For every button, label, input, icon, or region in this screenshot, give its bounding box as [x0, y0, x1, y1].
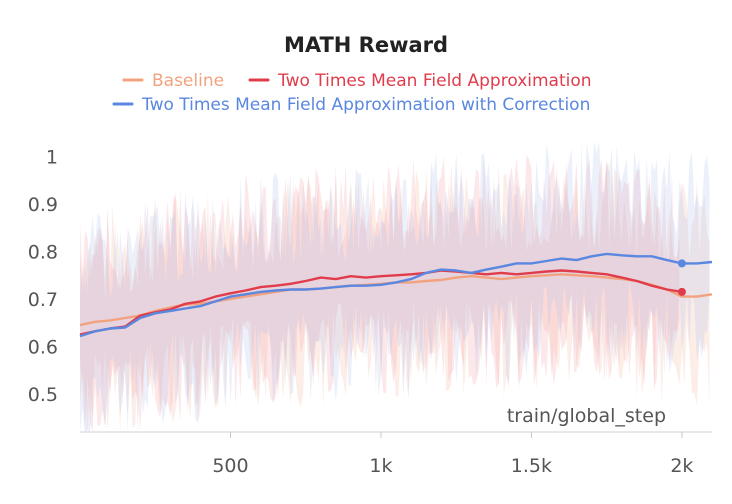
line-two-times-mean-field-approximation-with-correction: [79, 252, 713, 338]
series-lines: [79, 252, 713, 338]
legend-label-mean-field-correction: Two Times Mean Field Approximation with …: [141, 95, 590, 115]
x-axis-ticks: 500 1k 1.5k 2k: [212, 432, 693, 477]
chart-title: MATH Reward: [284, 33, 448, 57]
legend-label-mean-field: Two Times Mean Field Approximation: [277, 71, 592, 91]
x-tick-label: 1.5k: [511, 455, 552, 477]
y-tick-label: 0.6: [28, 337, 58, 359]
y-tick-label: 0.8: [28, 242, 58, 264]
y-tick-label: 0.9: [28, 194, 58, 216]
end-point-two-times-mean-field-approximation-with-correction: [677, 259, 686, 268]
y-tick-label: 1: [46, 147, 58, 169]
end-point-two-times-mean-field-approximation: [677, 287, 686, 296]
x-tick-label: 2k: [670, 455, 693, 477]
y-axis-ticks: 0.5 0.6 0.7 0.8 0.9 1: [28, 147, 58, 407]
legend-label-baseline: Baseline: [152, 71, 224, 91]
band-two-times-mean-field-approximation: [80, 155, 680, 432]
y-tick-label: 0.5: [28, 384, 58, 406]
variance-bands: [80, 140, 710, 432]
band-baseline: [80, 162, 710, 432]
legend: Baseline Two Times Mean Field Approximat…: [112, 71, 592, 115]
line-two-times-mean-field-approximation: [79, 269, 683, 336]
band-two-times-mean-field-approximation-with-correction: [80, 140, 710, 432]
x-tick-label: 500: [212, 455, 248, 477]
x-tick-label: 1k: [369, 455, 392, 477]
y-tick-label: 0.7: [28, 289, 58, 311]
x-axis-title: train/global_step: [507, 405, 666, 427]
